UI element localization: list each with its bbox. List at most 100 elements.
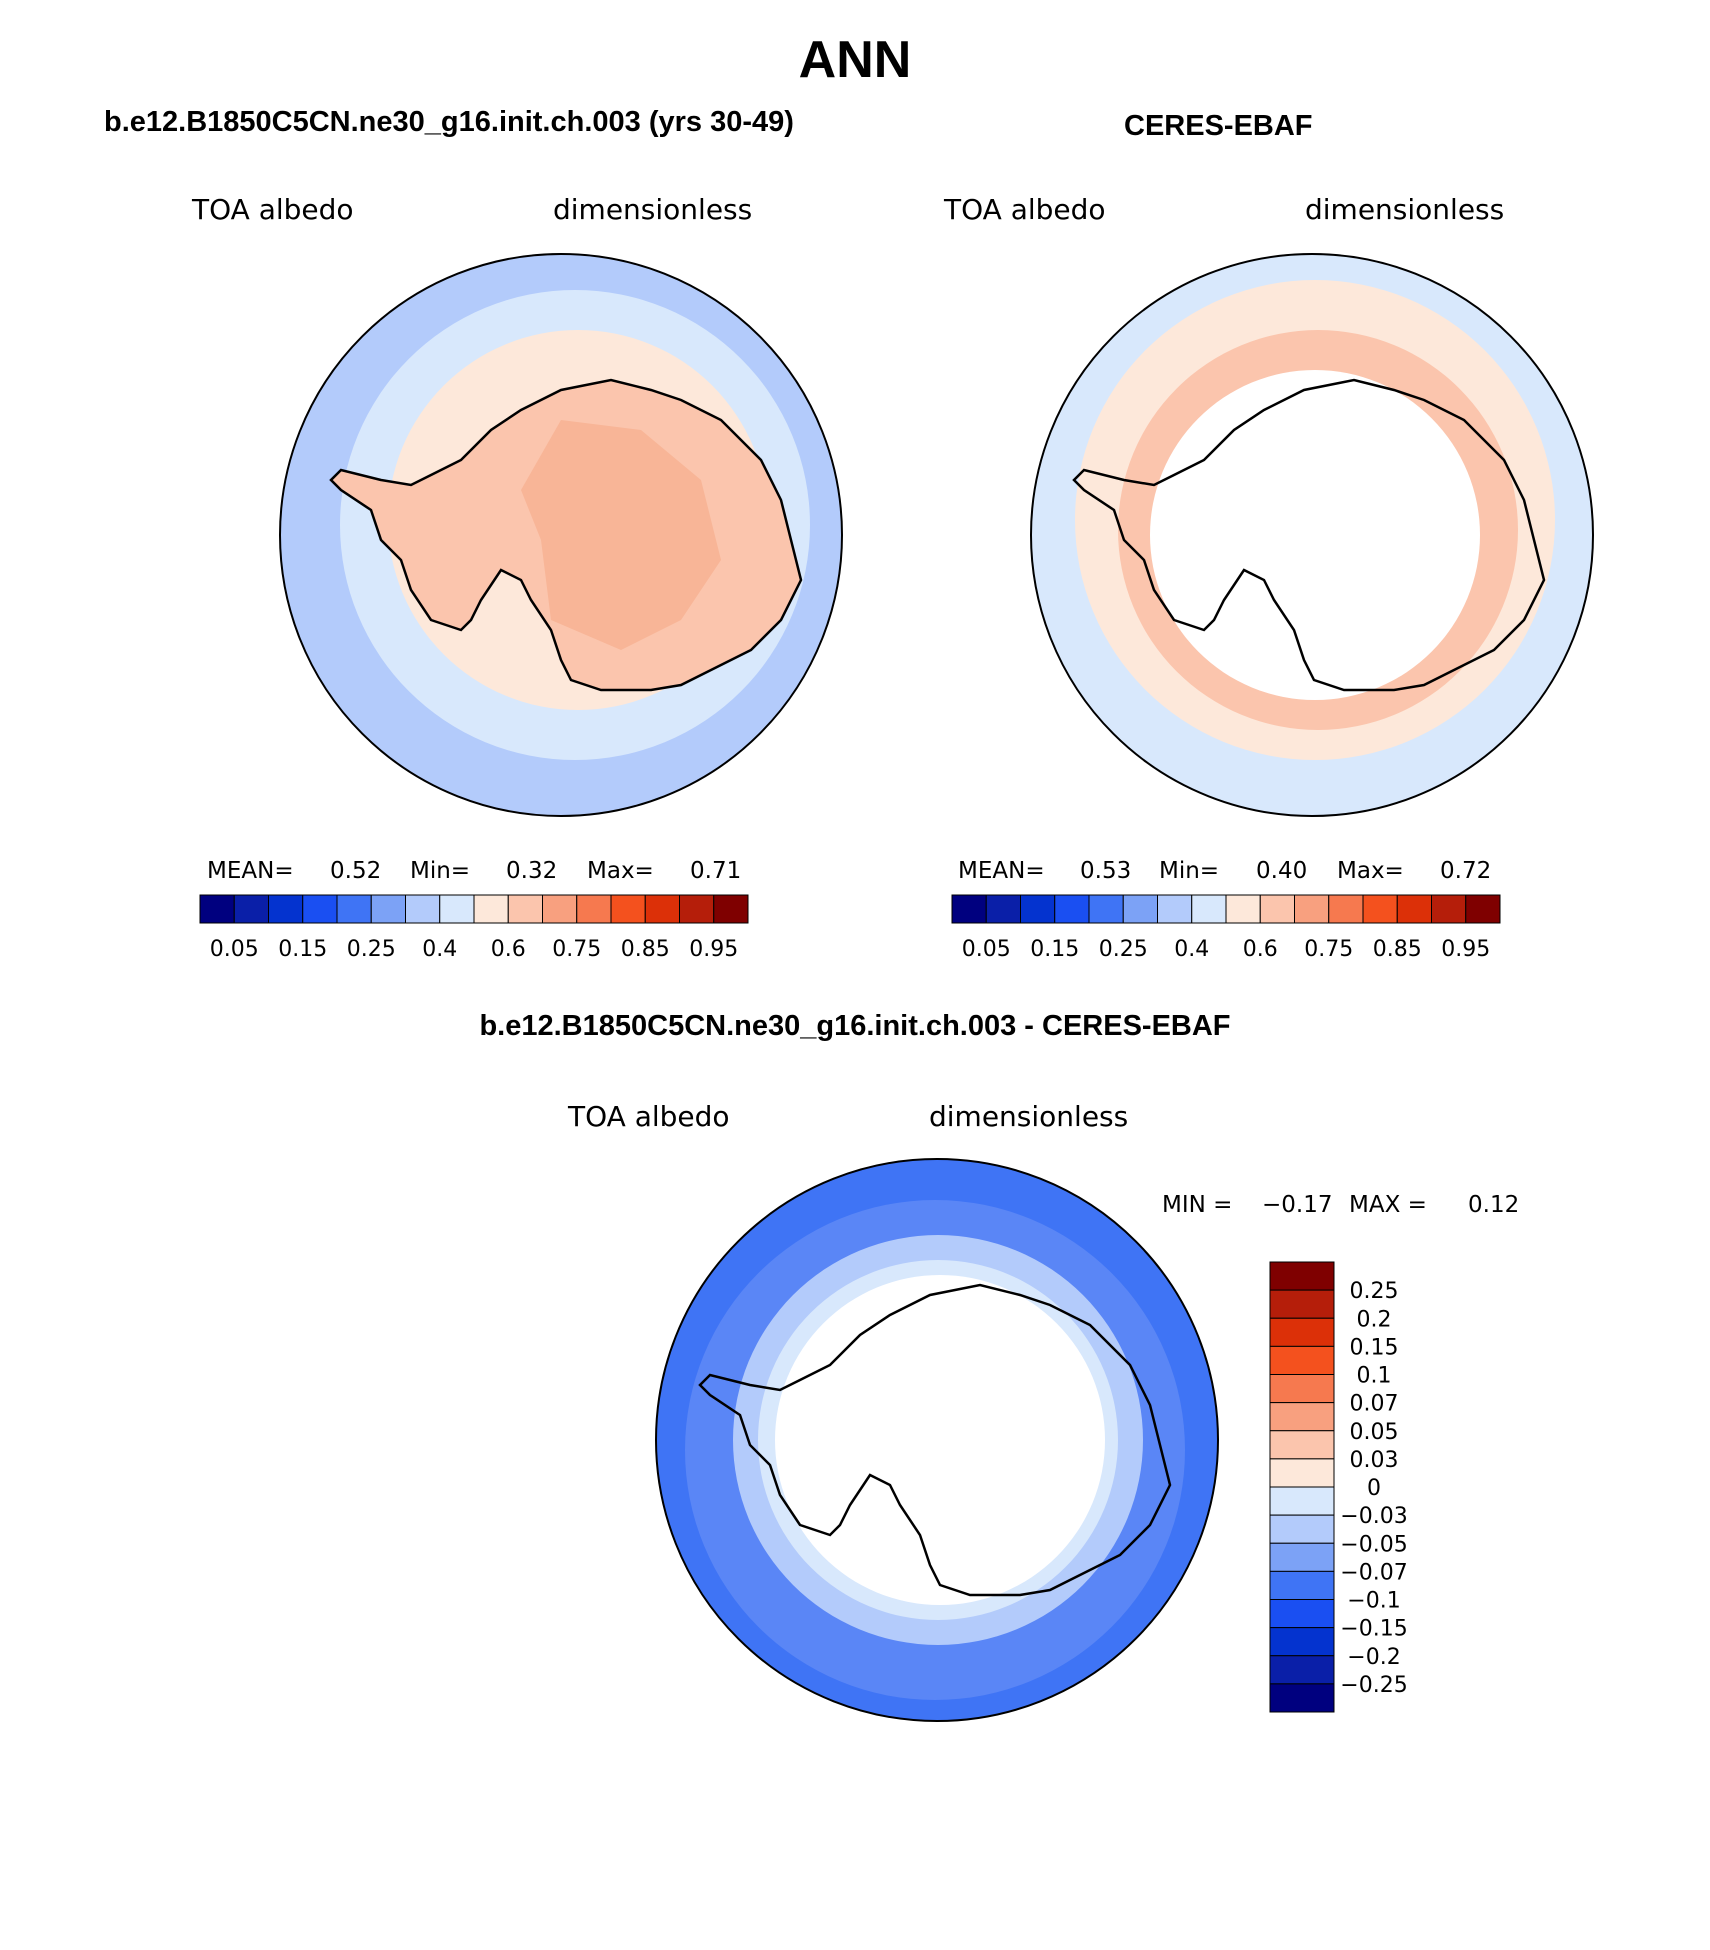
colorbar-swatch [1269,1655,1335,1685]
colorbar-swatch [1362,894,1398,924]
colorbar-tick-label: 0.85 [621,937,670,962]
colorbar-swatch [1225,894,1261,924]
colorbar-swatch [576,894,612,924]
colorbar-tick-label: 0.95 [1441,937,1490,962]
colorbar-swatch [1328,894,1364,924]
model-mean-value: 0.52 [330,858,382,884]
model-interior-high-albedo [521,420,721,650]
obs-max-value: 0.72 [1440,858,1492,884]
diff-units-label: dimensionless [929,1100,1129,1133]
colorbar-swatch [644,894,680,924]
colorbar-swatch [233,894,269,924]
model-colorbar: 0.05 0.15 0.25 0.4 0.6 0.75 0.85 0.95 [199,894,749,962]
model-mean-label: MEAN= [207,858,294,884]
colorbar-tick-label: 0 [1367,1476,1381,1501]
colorbar-tick-label: 0.4 [422,937,457,962]
obs-units-label: dimensionless [1305,193,1505,226]
colorbar-tick-label: 0.03 [1350,1448,1399,1473]
diff-min-label: MIN = [1162,1192,1233,1218]
colorbar-tick-label: 0.75 [552,937,601,962]
model-min-label: Min= [410,858,471,884]
colorbar-swatch [1269,1599,1335,1629]
obs-min-label: Min= [1159,858,1220,884]
colorbar-swatch [1269,1317,1335,1347]
diff-max-value: 0.12 [1468,1192,1520,1218]
colorbar-swatch [336,894,372,924]
diff-colorbar: 0.25 0.2 0.15 0.1 0.07 0.05 0.03 0 −0.03 −0.05 −0.… [1269,1261,1408,1713]
colorbar-tick-label: −0.07 [1340,1560,1407,1585]
colorbar-tick-label: 0.4 [1174,937,1209,962]
colorbar-swatch [439,894,475,924]
diff-map [655,1158,1219,1722]
obs-mean-value: 0.53 [1080,858,1132,884]
colorbar-swatch [1269,1345,1335,1375]
colorbar-tick-label: 0.85 [1373,937,1422,962]
colorbar-swatch [1269,1374,1335,1404]
colorbar-swatch [1465,894,1501,924]
colorbar-swatch [1269,1458,1335,1488]
colorbar-swatch [1396,894,1432,924]
colorbar-swatch [1269,1486,1335,1516]
colorbar-tick-label: −0.05 [1340,1532,1407,1557]
colorbar-swatch [1431,894,1467,924]
colorbar-swatch [1269,1430,1335,1460]
model-max-value: 0.71 [690,858,742,884]
diff-panel-title: b.e12.B1850C5CN.ne30_g16.init.ch.003 - C… [479,1010,1231,1042]
colorbar-swatch [610,894,646,924]
obs-map-boundary [1030,253,1594,817]
model-max-label: Max= [587,858,654,884]
colorbar-swatch [985,894,1021,924]
colorbar-tick-label: 0.6 [1243,937,1278,962]
colorbar-tick-label: 0.95 [689,937,738,962]
model-units-label: dimensionless [553,193,753,226]
diff-max-label: MAX = [1349,1192,1427,1218]
diff-map-boundary [655,1158,1219,1722]
colorbar-swatch [302,894,338,924]
colorbar-swatch [1088,894,1124,924]
colorbar-swatch [1054,894,1090,924]
colorbar-swatch [1191,894,1227,924]
obs-map-missing-data [1150,370,1480,700]
colorbar-swatch [405,894,441,924]
colorbar-tick-label: 0.6 [491,937,526,962]
obs-map [1030,253,1594,817]
colorbar-swatch [1020,894,1056,924]
colorbar-swatch [1269,1289,1335,1319]
colorbar-swatch [1269,1542,1335,1572]
main-title: ANN [798,31,912,89]
model-map [279,253,843,817]
colorbar-tick-label: 0.25 [1099,937,1148,962]
colorbar-tick-label: 0.75 [1304,937,1353,962]
colorbar-tick-label: 0.15 [1030,937,1079,962]
colorbar-swatch [268,894,304,924]
colorbar-tick-label: −0.2 [1347,1645,1400,1670]
obs-colorbar: 0.05 0.15 0.25 0.4 0.6 0.75 0.85 0.95 [951,894,1501,962]
model-panel-title: b.e12.B1850C5CN.ne30_g16.init.ch.003 (yr… [104,106,794,138]
colorbar-swatch [370,894,406,924]
colorbar-swatch [542,894,578,924]
obs-mean-label: MEAN= [958,858,1045,884]
colorbar-swatch [713,894,749,924]
obs-max-label: Max= [1337,858,1404,884]
colorbar-swatch [1269,1261,1335,1291]
obs-min-value: 0.40 [1256,858,1308,884]
diff-map-missing-data [775,1275,1105,1605]
model-map-boundary [279,253,843,817]
colorbar-swatch [1157,894,1193,924]
colorbar-tick-label: 0.05 [210,937,259,962]
colorbar-swatch [473,894,509,924]
colorbar-tick-label: 0.1 [1357,1364,1392,1389]
model-variable-label: TOA albedo [192,193,354,226]
colorbar-tick-label: 0.05 [962,937,1011,962]
colorbar-swatch [199,894,235,924]
diff-min-value: −0.17 [1262,1192,1333,1218]
colorbar-tick-label: −0.1 [1347,1589,1400,1614]
colorbar-tick-label: −0.25 [1340,1673,1407,1698]
colorbar-swatch [1269,1402,1335,1432]
colorbar-tick-label: −0.15 [1340,1617,1407,1642]
colorbar-tick-label: 0.2 [1357,1307,1392,1332]
colorbar-swatch [1269,1570,1335,1600]
colorbar-tick-label: 0.25 [347,937,396,962]
colorbar-swatch [1259,894,1295,924]
